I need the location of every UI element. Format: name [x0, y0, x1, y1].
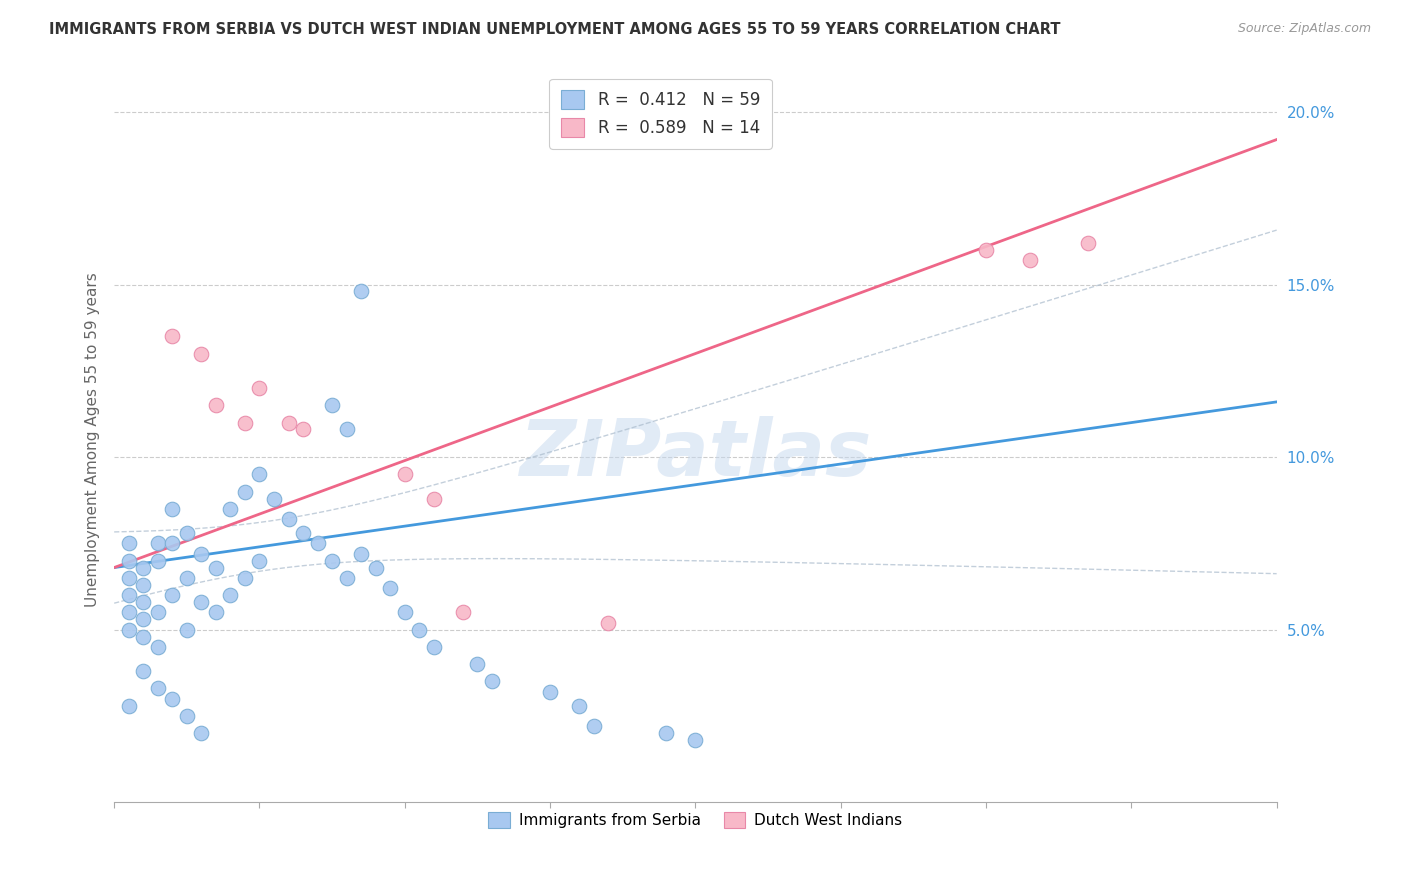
Point [190, 595, 212, 609]
Point [205, 560, 228, 574]
Point [685, 733, 707, 747]
Point [118, 698, 141, 713]
Point [277, 416, 299, 430]
Point [162, 536, 184, 550]
Point [146, 536, 169, 550]
Text: IMMIGRANTS FROM SERBIA VS DUTCH WEST INDIAN UNEMPLOYMENT AMONG AGES 55 TO 59 YEA: IMMIGRANTS FROM SERBIA VS DUTCH WEST IND… [49, 22, 1060, 37]
Point [350, 547, 373, 561]
Point [205, 398, 228, 412]
Point [146, 606, 169, 620]
Point [162, 501, 184, 516]
Point [233, 416, 256, 430]
Point [146, 640, 169, 654]
Point [1077, 236, 1099, 251]
Point [190, 346, 212, 360]
Y-axis label: Unemployment Among Ages 55 to 59 years: Unemployment Among Ages 55 to 59 years [86, 272, 100, 607]
Point [132, 612, 155, 626]
Point [146, 554, 169, 568]
Point [655, 726, 678, 740]
Point [118, 588, 141, 602]
Point [176, 571, 198, 585]
Point [582, 719, 605, 733]
Point [423, 640, 446, 654]
Point [1018, 253, 1040, 268]
Point [162, 691, 184, 706]
Point [176, 526, 198, 541]
Point [263, 491, 285, 506]
Point [538, 685, 561, 699]
Point [219, 501, 242, 516]
Point [598, 615, 620, 630]
Point [467, 657, 489, 672]
Point [277, 512, 299, 526]
Point [162, 588, 184, 602]
Point [233, 484, 256, 499]
Point [249, 381, 271, 395]
Point [321, 554, 343, 568]
Point [451, 606, 474, 620]
Point [336, 422, 359, 436]
Point [394, 467, 416, 482]
Point [336, 571, 359, 585]
Point [176, 623, 198, 637]
Point [408, 623, 430, 637]
Point [292, 422, 315, 436]
Point [249, 554, 271, 568]
Point [118, 536, 141, 550]
Point [132, 664, 155, 678]
Legend: Immigrants from Serbia, Dutch West Indians: Immigrants from Serbia, Dutch West India… [482, 806, 908, 835]
Point [380, 581, 402, 595]
Point [568, 698, 591, 713]
Point [481, 674, 503, 689]
Point [162, 329, 184, 343]
Text: Source: ZipAtlas.com: Source: ZipAtlas.com [1237, 22, 1371, 36]
Point [118, 623, 141, 637]
Text: ZIPatlas: ZIPatlas [519, 417, 872, 492]
Point [132, 595, 155, 609]
Point [190, 726, 212, 740]
Point [219, 588, 242, 602]
Point [423, 491, 446, 506]
Point [146, 681, 169, 696]
Point [118, 606, 141, 620]
Point [176, 709, 198, 723]
Point [249, 467, 271, 482]
Point [132, 578, 155, 592]
Point [321, 398, 343, 412]
Point [118, 571, 141, 585]
Point [974, 243, 997, 257]
Point [132, 630, 155, 644]
Point [118, 554, 141, 568]
Point [394, 606, 416, 620]
Point [205, 606, 228, 620]
Point [233, 571, 256, 585]
Point [132, 560, 155, 574]
Point [292, 526, 315, 541]
Point [364, 560, 387, 574]
Point [350, 285, 373, 299]
Point [190, 547, 212, 561]
Point [307, 536, 329, 550]
